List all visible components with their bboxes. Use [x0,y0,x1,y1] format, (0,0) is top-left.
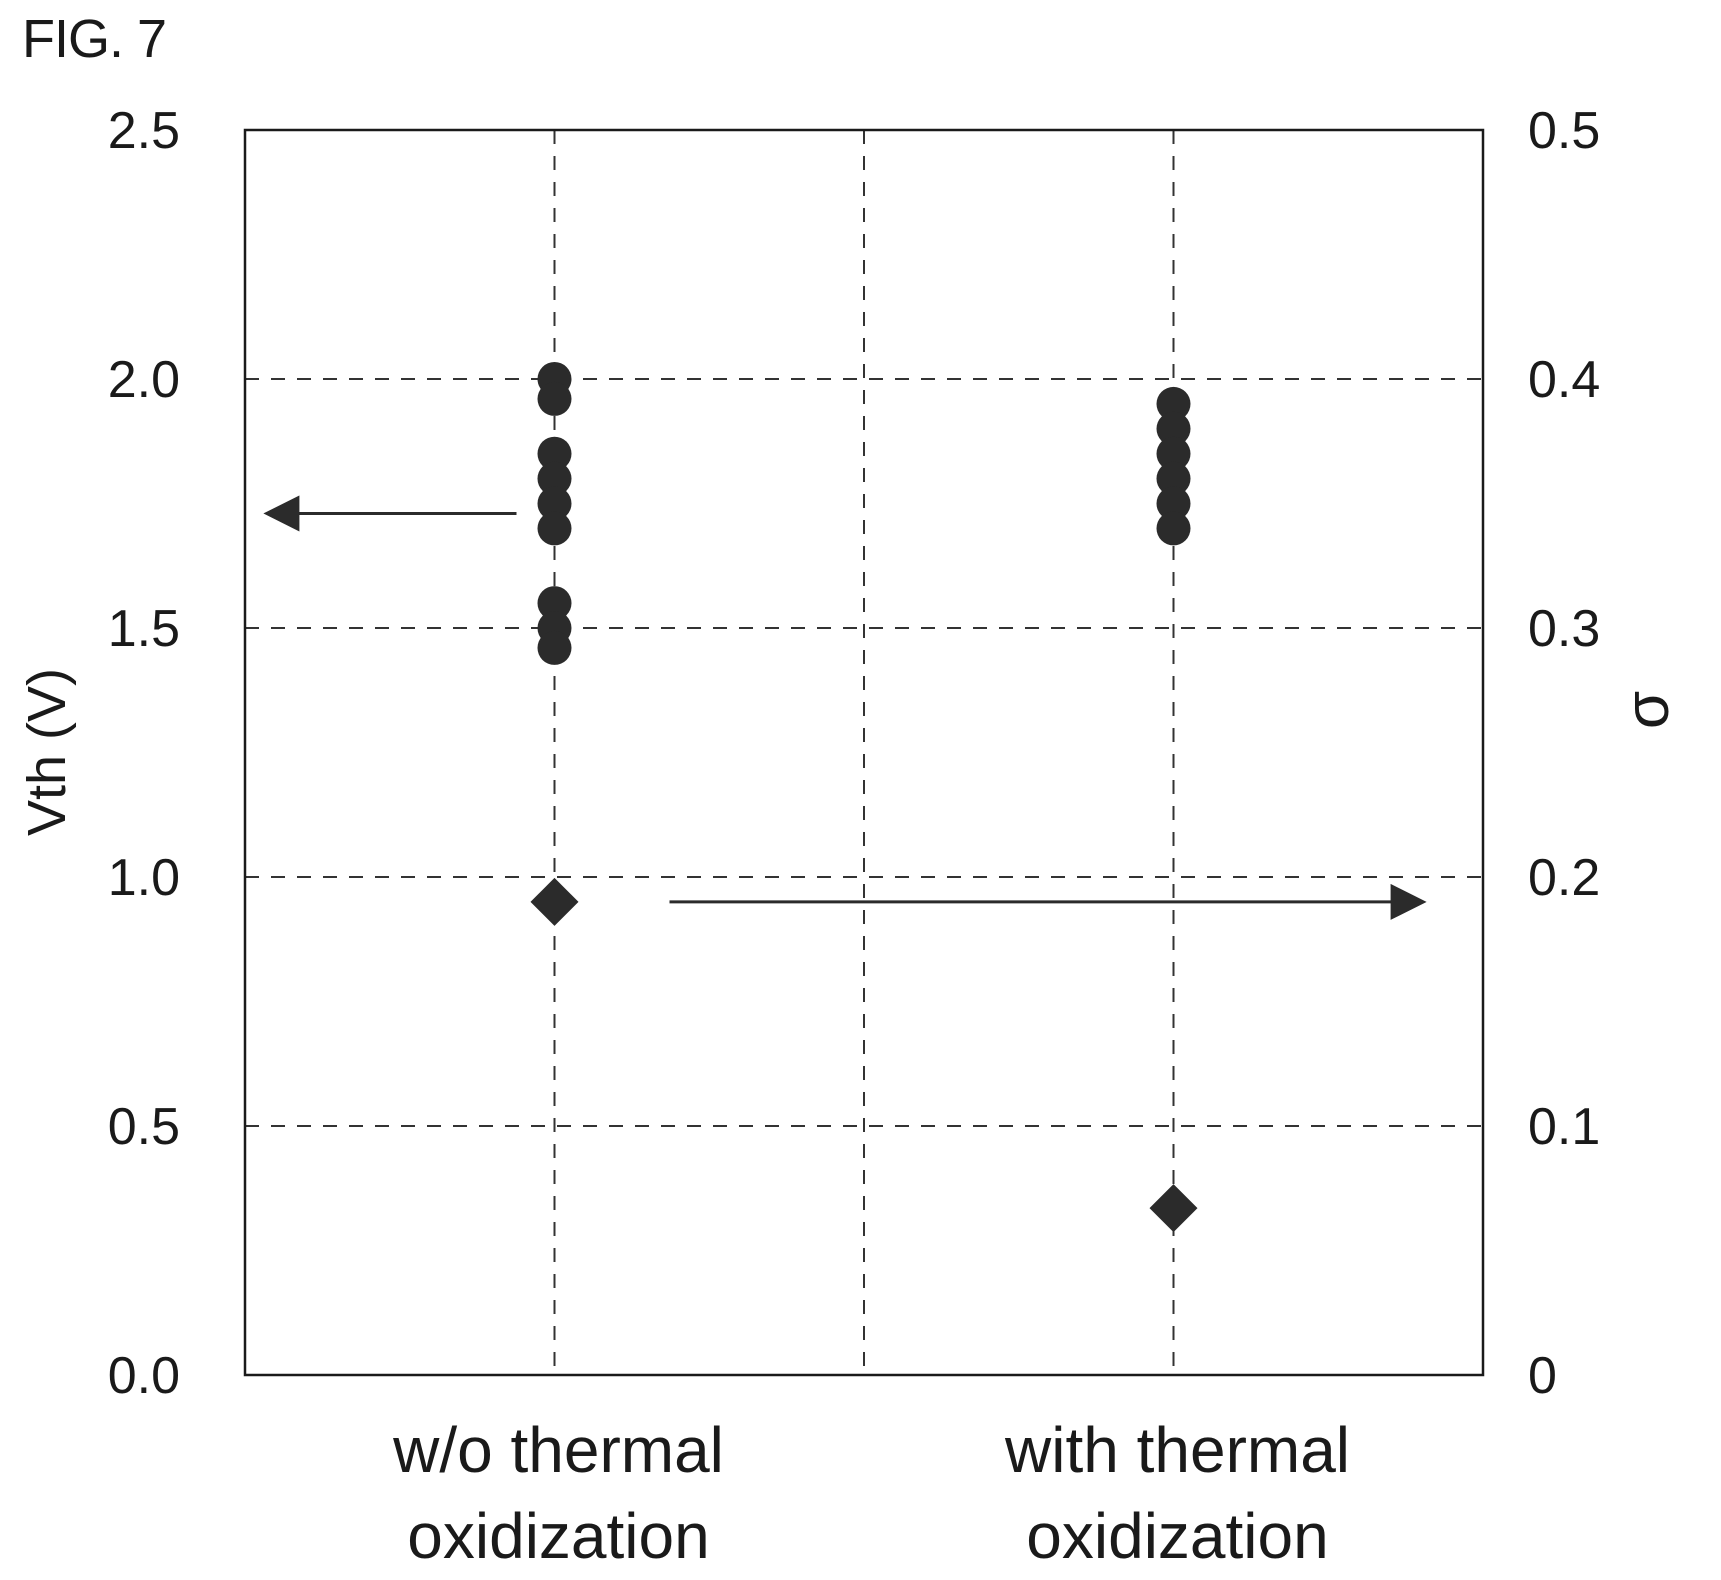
vth-point [1156,461,1191,496]
category-label: with thermal [1004,1414,1350,1486]
vth-point [1156,436,1191,471]
vth-point [537,461,572,496]
vth-point [537,486,572,521]
left-axis-label: Vth (V) [17,668,77,836]
sigma-point [1149,1184,1198,1233]
data-points [530,362,1198,1233]
right-tick-label: 0.5 [1528,102,1600,160]
right-tick-label: 0 [1528,1347,1557,1405]
category-label: oxidization [407,1500,709,1572]
vth-point [1156,511,1191,546]
left-tick-label: 0.5 [108,1098,180,1156]
right-tick-label: 0.3 [1528,600,1600,658]
vth-point [1156,486,1191,521]
right-axis-ticks: 0 0.1 0.2 0.3 0.4 0.5 [1528,102,1600,1405]
right-tick-label: 0.1 [1528,1098,1600,1156]
figure-title: FIG. 7 [22,9,167,69]
category-label: w/o thermal [392,1414,724,1486]
axis-arrows [263,495,1427,920]
left-tick-label: 2.0 [108,351,180,409]
right-tick-label: 0.4 [1528,351,1600,409]
sigma-point [530,877,579,926]
vth-point [1156,411,1191,446]
category-labels: w/o thermal oxidization with thermal oxidiz… [392,1414,1350,1572]
vth-point [1156,386,1191,421]
vth-point [537,511,572,546]
vth-point [537,381,572,416]
left-tick-label: 2.5 [108,102,180,160]
plot-frame [243,128,1485,1377]
left-tick-label: 1.0 [108,849,180,907]
category-label: oxidization [1026,1500,1328,1572]
vth-point [537,436,572,471]
vth-point [537,586,572,621]
right-tick-label: 0.2 [1528,849,1600,907]
right-axis-label: σ [1613,691,1682,729]
vth-point [537,630,572,665]
grid-lines [245,130,1483,1375]
left-tick-label: 0.0 [108,1347,180,1405]
left-axis-ticks: 0.0 0.5 1.0 1.5 2.0 2.5 [108,102,180,1405]
left-tick-label: 1.5 [108,600,180,658]
